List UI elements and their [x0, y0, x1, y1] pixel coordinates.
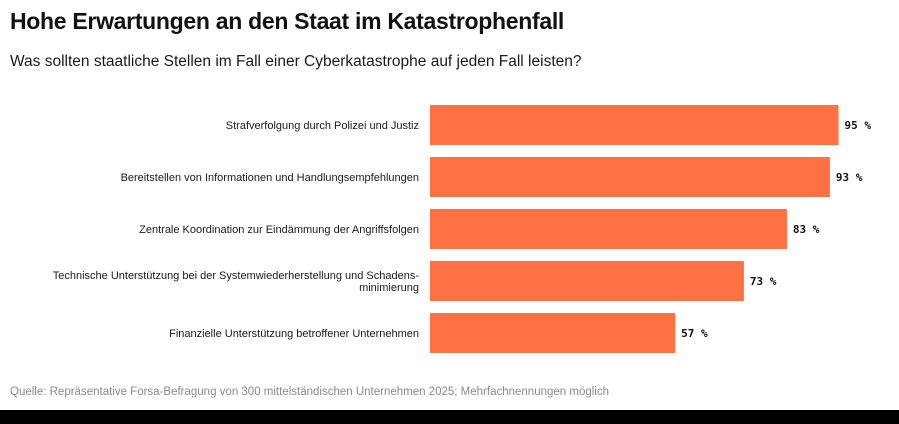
bar-5: [430, 313, 676, 353]
category-label-line: Finanzielle Unterstützung betroffener Un…: [169, 328, 419, 340]
footer-bar: [0, 410, 899, 424]
category-label-line: Zentrale Koordination zur Eindämmung der…: [139, 224, 419, 236]
chart-title: Hohe Erwartungen an den Staat im Katastr…: [10, 8, 565, 34]
category-label-line: minimierung: [359, 282, 419, 294]
category-label-line: Technische Unterstützung bei der Systemw…: [53, 270, 420, 282]
value-label: 73 %: [750, 275, 777, 288]
category-label: Strafverfolgung durch Polizei und Justiz: [226, 120, 419, 132]
category-label: Finanzielle Unterstützung betroffener Un…: [169, 328, 419, 340]
category-label: Bereitstellen von Informationen und Hand…: [121, 172, 419, 184]
category-label: Zentrale Koordination zur Eindämmung der…: [139, 224, 419, 236]
bar-3: [430, 209, 787, 249]
value-label: 57 %: [681, 327, 708, 340]
value-label: 83 %: [793, 223, 820, 236]
source-note: Quelle: Repräsentative Forsa-Befragung v…: [10, 386, 609, 398]
chart-subtitle: Was sollten staatliche Stellen im Fall e…: [10, 53, 582, 70]
value-label: 93 %: [836, 171, 863, 184]
value-label: 95 %: [845, 119, 872, 132]
bar-1: [430, 105, 839, 145]
category-label-line: Bereitstellen von Informationen und Hand…: [121, 172, 419, 184]
bar-2: [430, 157, 830, 197]
bar-4: [430, 261, 744, 301]
category-label: Technische Unterstützung bei der Systemw…: [53, 270, 420, 294]
category-label-line: Strafverfolgung durch Polizei und Justiz: [226, 120, 419, 132]
bar-chart: 95 % Strafverfolgung durch Polizei und Ju…: [53, 105, 872, 353]
